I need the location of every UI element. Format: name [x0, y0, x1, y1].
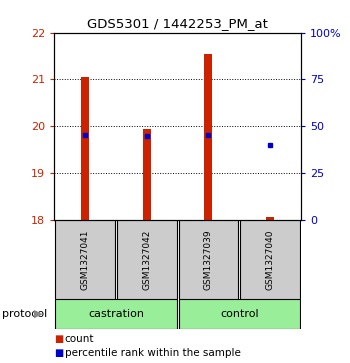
Bar	[143, 130, 151, 220]
Title: GDS5301 / 1442253_PM_at: GDS5301 / 1442253_PM_at	[87, 17, 268, 30]
Bar	[81, 77, 89, 220]
Text: ■: ■	[54, 334, 63, 344]
Bar	[204, 54, 212, 220]
Bar	[266, 217, 274, 220]
Text: control: control	[220, 309, 259, 319]
Bar	[240, 220, 300, 299]
Text: GSM1327039: GSM1327039	[204, 229, 213, 290]
Text: ▶: ▶	[34, 309, 43, 319]
Text: ■: ■	[54, 348, 63, 358]
Text: count: count	[65, 334, 94, 344]
Text: percentile rank within the sample: percentile rank within the sample	[65, 348, 241, 358]
Text: GSM1327041: GSM1327041	[80, 229, 90, 290]
Bar	[117, 220, 177, 299]
Bar	[55, 299, 177, 329]
Bar	[178, 299, 300, 329]
Text: castration: castration	[88, 309, 144, 319]
Bar	[55, 220, 115, 299]
Text: protocol: protocol	[2, 309, 47, 319]
Text: GSM1327040: GSM1327040	[266, 229, 275, 290]
Text: GSM1327042: GSM1327042	[142, 229, 151, 290]
Bar	[178, 220, 238, 299]
